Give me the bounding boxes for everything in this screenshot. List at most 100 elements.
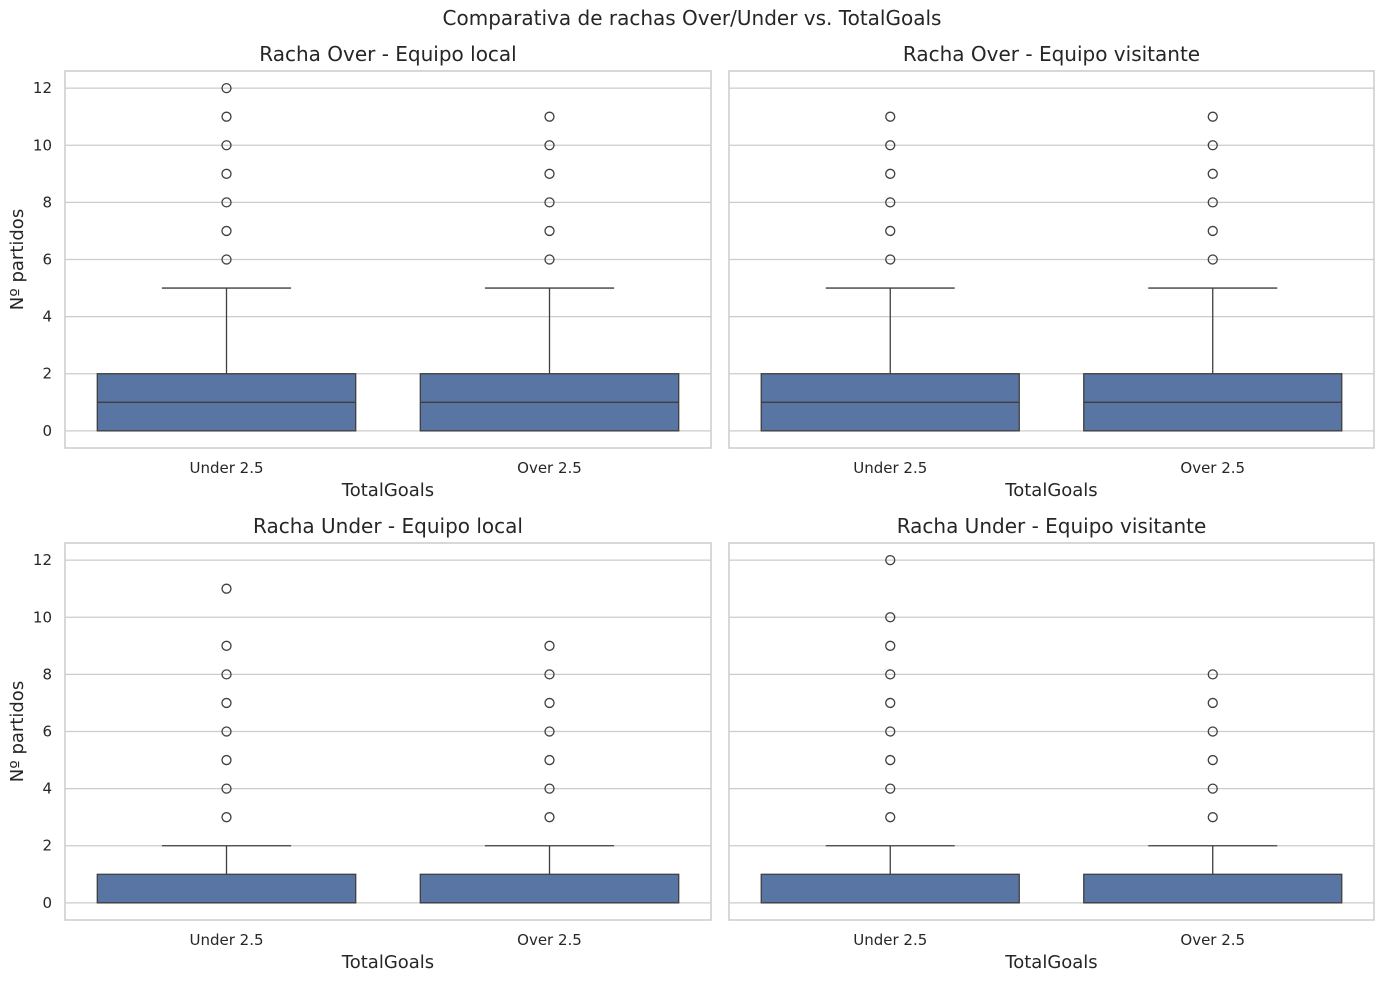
chart1-box-under-outlier — [221, 225, 232, 237]
chart3-ylabel: Nº partidos — [7, 681, 28, 782]
chart1: 0 2 4 6 8 10 12 Under 2.5 Over 2.5 TotalGoals Nº p… — [7, 42, 712, 501]
chart2-box-under-outlier — [885, 197, 896, 208]
chart3-box-under — [96, 873, 357, 904]
chart3-box-under-outlier — [221, 726, 232, 737]
chart3-box-over-outlier — [544, 812, 555, 823]
chart1-ytick-label: 8 — [42, 193, 52, 211]
chart1-box-over-outlier — [544, 254, 555, 265]
chart3-box-under-outlier — [221, 669, 232, 680]
chart2-xtick-label: Over 2.5 — [1180, 459, 1245, 477]
chart4-box-under-outlier — [885, 554, 896, 566]
chart2-box-over-outlier — [1207, 168, 1218, 179]
chart1-ytick-label: 0 — [42, 422, 52, 440]
chart3-box-over — [419, 873, 680, 904]
chart1-xtick-label: Over 2.5 — [517, 459, 582, 477]
chart4-xtick-label: Over 2.5 — [1180, 931, 1245, 949]
chart4-box-under-outlier — [885, 754, 896, 766]
chart2-xtick-label: Under 2.5 — [853, 459, 927, 477]
chart4-box-over-outlier — [1207, 697, 1218, 709]
chart4-box-over-outlier — [1207, 812, 1218, 823]
chart1-xtick-label: Under 2.5 — [189, 459, 263, 477]
chart1-box-under-outlier — [221, 168, 232, 179]
chart3-box-under-outlier — [221, 754, 232, 766]
chart2-box-over-outlier — [1207, 225, 1218, 237]
chart4-box-over-outlier — [1207, 754, 1218, 766]
chart3-xtick-label: Under 2.5 — [189, 931, 263, 949]
chart1-ytick-label: 4 — [42, 308, 52, 326]
chart1-box-under-outlier — [221, 254, 232, 265]
chart1-box-under-outlier — [221, 140, 232, 151]
chart3: 0 2 4 6 8 10 12 Under 2.5 Over 2.5 TotalGoals Nº p… — [7, 514, 712, 973]
chart4-box-over-outlier — [1207, 669, 1218, 680]
chart1-box-under-outlier — [221, 111, 232, 122]
chart4-frame — [728, 542, 1375, 921]
chart3-box-over-outlier — [544, 726, 555, 737]
chart2-title: Racha Over - Equipo visitante — [903, 42, 1200, 66]
chart3-box-over-outlier — [544, 640, 555, 651]
chart1-ytick-label: 10 — [33, 136, 52, 154]
chart3-ytick-label: 10 — [33, 608, 52, 626]
chart2-box-under-outlier — [885, 168, 896, 179]
chart1-box-under-outlier — [221, 197, 232, 208]
chart2: Under 2.5 Over 2.5 TotalGoals Racha Over - … — [728, 42, 1375, 501]
chart3-ytick-label: 6 — [42, 723, 52, 741]
chart1-box-over-outlier — [544, 140, 555, 151]
chart2-box-under-outlier — [885, 225, 896, 237]
chart4-xlabel: TotalGoals — [1004, 952, 1097, 973]
chart4-xtick-label: Under 2.5 — [853, 931, 927, 949]
chart4-box-over-outlier — [1207, 783, 1218, 794]
chart3-ytick-label: 12 — [33, 551, 52, 569]
chart3-box-under-outlier — [221, 783, 232, 794]
chart2-box-under-outlier — [885, 140, 896, 151]
chart1-xlabel: TotalGoals — [341, 480, 434, 501]
chart2-xlabel: TotalGoals — [1004, 480, 1097, 501]
chart3-box-under-outlier — [221, 812, 232, 823]
chart1-ytick-label: 2 — [42, 365, 52, 383]
chart1-title: Racha Over - Equipo local — [259, 42, 517, 66]
chart4-box-under-outlier — [885, 612, 896, 623]
chart3-ytick-label: 2 — [42, 837, 52, 855]
chart4-box-under-outlier — [885, 697, 896, 709]
chart2-box-over-outlier — [1207, 140, 1218, 151]
chart1-frame — [64, 70, 712, 449]
chart3-box-over-outlier — [544, 754, 555, 766]
chart1-ytick-label: 6 — [42, 251, 52, 269]
chart4-box-over-outlier — [1207, 726, 1218, 737]
chart1-box-over-outlier — [544, 225, 555, 237]
chart3-xlabel: TotalGoals — [341, 952, 434, 973]
chart4-box-under-outlier — [885, 726, 896, 737]
chart4-box-under — [760, 873, 1020, 904]
chart2-box-over-outlier — [1207, 254, 1218, 265]
chart3-box-over-outlier — [544, 697, 555, 709]
chart1-box-over-outlier — [544, 168, 555, 179]
chart3-frame — [64, 542, 712, 921]
chart1-ylabel: Nº partidos — [7, 209, 28, 310]
chart3-box-over-outlier — [544, 783, 555, 794]
chart2-box-over-outlier — [1207, 111, 1218, 122]
chart4-box-under-outlier — [885, 812, 896, 823]
chart3-box-under-outlier — [221, 697, 232, 709]
chart2-box-under-outlier — [885, 254, 896, 265]
chart3-box-under-outlier — [221, 583, 232, 594]
chart2-box-over-outlier — [1207, 197, 1218, 208]
figure-suptitle: Comparativa de rachas Over/Under vs. Tot… — [443, 6, 942, 30]
chart3-ytick-label: 8 — [42, 665, 52, 683]
chart4-box-under-outlier — [885, 783, 896, 794]
chart3-box-under-outlier — [221, 640, 232, 651]
chart4-title: Racha Under - Equipo visitante — [897, 514, 1207, 538]
chart4-box-under-outlier — [885, 669, 896, 680]
chart4: Under 2.5 Over 2.5 TotalGoals Racha Under -… — [728, 514, 1375, 973]
chart4-box-under-outlier — [885, 640, 896, 651]
chart3-ytick-label: 4 — [42, 780, 52, 798]
chart2-frame — [728, 70, 1375, 449]
chart3-box-over-outlier — [544, 669, 555, 680]
chart4-box-over — [1083, 873, 1343, 904]
chart1-box-under-outlier — [221, 82, 232, 94]
chart3-ytick-label: 0 — [42, 894, 52, 912]
chart1-ytick-label: 12 — [33, 79, 52, 97]
chart3-title: Racha Under - Equipo local — [253, 514, 523, 538]
chart2-box-under-outlier — [885, 111, 896, 122]
chart1-box-over-outlier — [544, 197, 555, 208]
chart1-box-over-outlier — [544, 111, 555, 122]
